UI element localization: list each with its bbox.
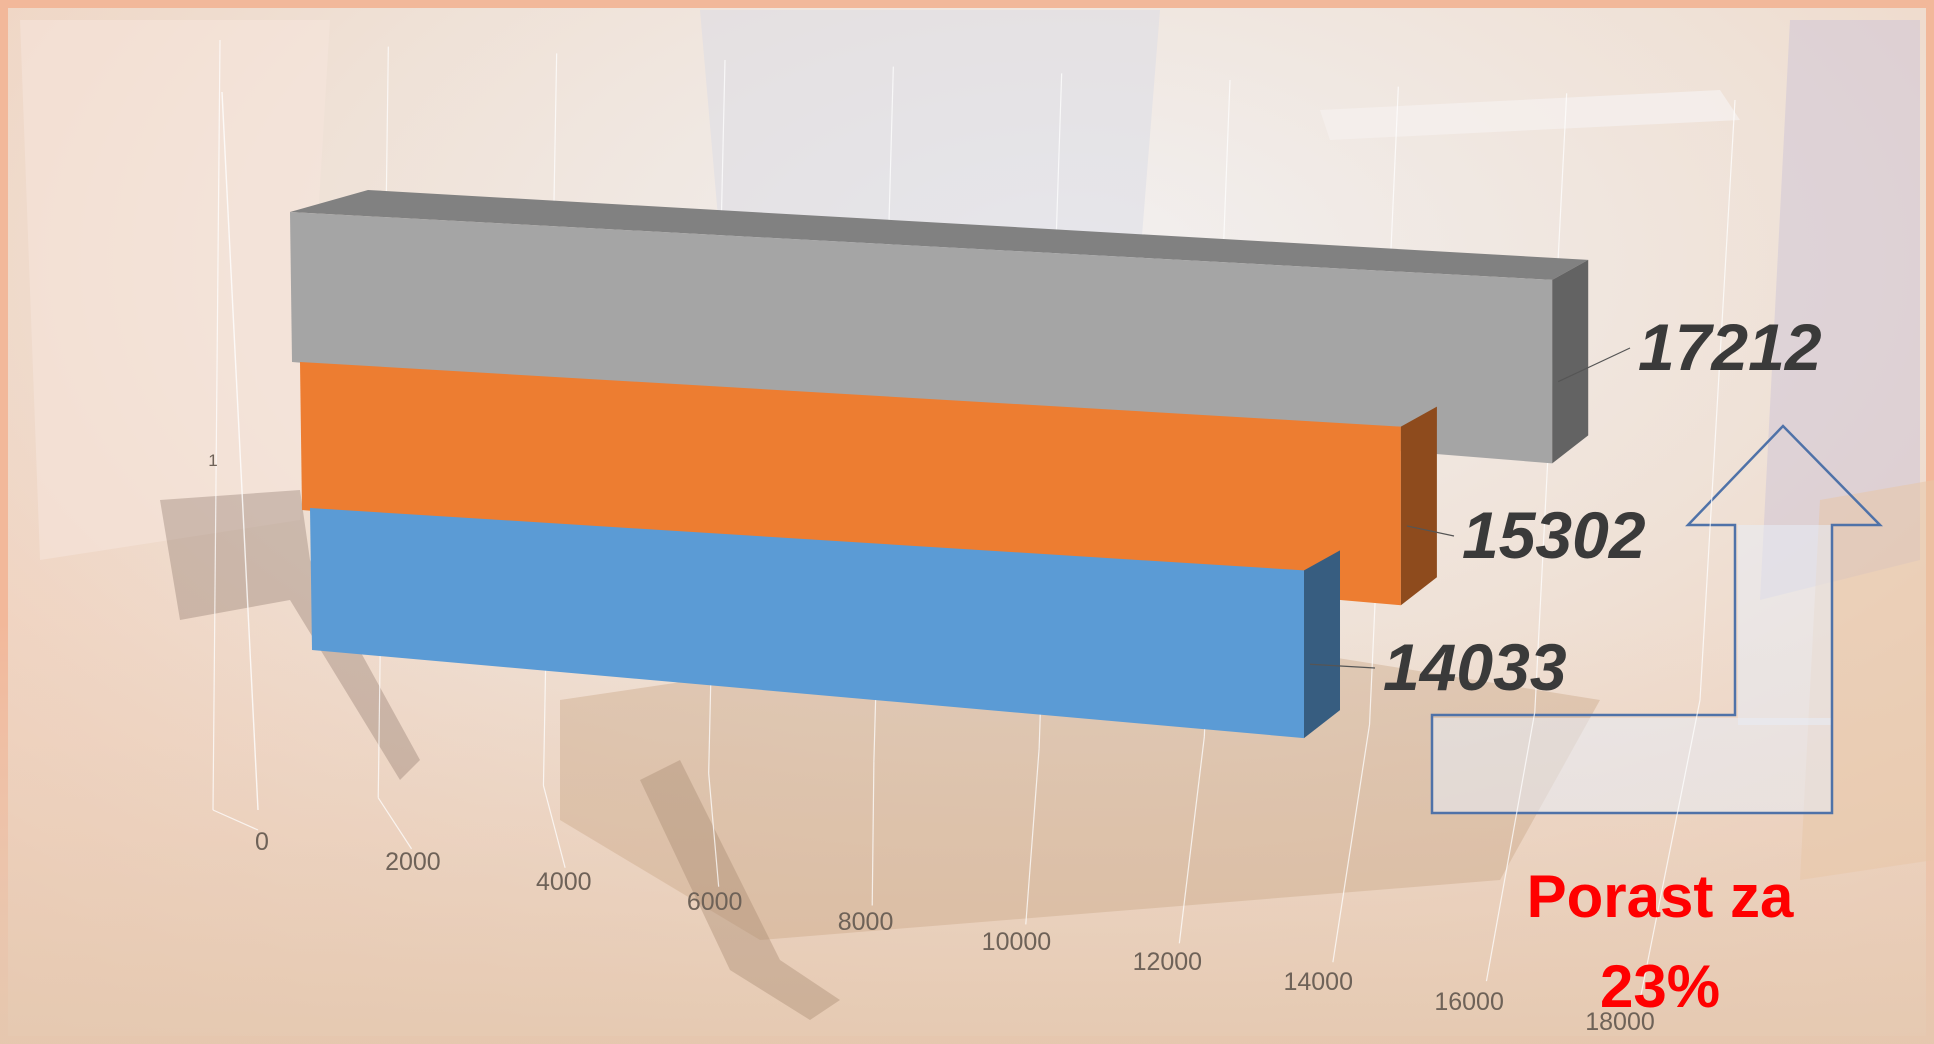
bar-end-face (1552, 259, 1589, 464)
gridline (212, 39, 259, 831)
bar-end-face (1304, 550, 1341, 739)
data-label: 17212 (1638, 310, 1822, 384)
bar-front-face (300, 362, 1401, 606)
growth-annotation-line2: 23% (1599, 953, 1721, 1020)
category-label: 1 (208, 451, 217, 470)
chart-bars (290, 190, 1589, 739)
x-tick-label: 16000 (1434, 988, 1504, 1016)
x-tick-label: 6000 (687, 888, 743, 916)
x-axis-tick-labels: 0 2000 4000 6000 8000 10000 12000 14000 16000 180… (255, 828, 1655, 1036)
x-tick-label: 18000 (1585, 1008, 1655, 1036)
data-labels: 17212 15302 14033 (1309, 310, 1822, 704)
y-axis-line (221, 91, 259, 811)
data-label: 15302 (1462, 498, 1646, 572)
x-tick-label: 12000 (1133, 948, 1203, 976)
x-tick-label: 8000 (838, 908, 894, 936)
bar-front-face (290, 212, 1553, 464)
growth-annotation: Porast za 23% (1420, 852, 1900, 1032)
x-tick-label: 2000 (385, 848, 441, 876)
data-label: 14033 (1383, 630, 1567, 704)
growth-annotation-line1: Porast za (1526, 863, 1794, 930)
label-leader-line (1406, 525, 1455, 537)
bar-series-3 (290, 190, 1589, 464)
label-leader-line (1557, 347, 1631, 383)
bar-top-face (290, 190, 1589, 280)
bar-end-face (1400, 406, 1437, 606)
growth-arrow-icon (1430, 424, 1883, 815)
x-tick-label: 10000 (982, 928, 1052, 956)
x-tick-label: 0 (255, 828, 269, 856)
label-leader-line (1309, 663, 1376, 669)
bar-front-face (310, 508, 1305, 739)
bar-series-1 (310, 508, 1341, 739)
x-tick-label: 14000 (1283, 968, 1353, 996)
x-tick-label: 4000 (536, 868, 592, 896)
gridline (1639, 99, 1736, 1001)
bar-series-2 (300, 362, 1437, 606)
